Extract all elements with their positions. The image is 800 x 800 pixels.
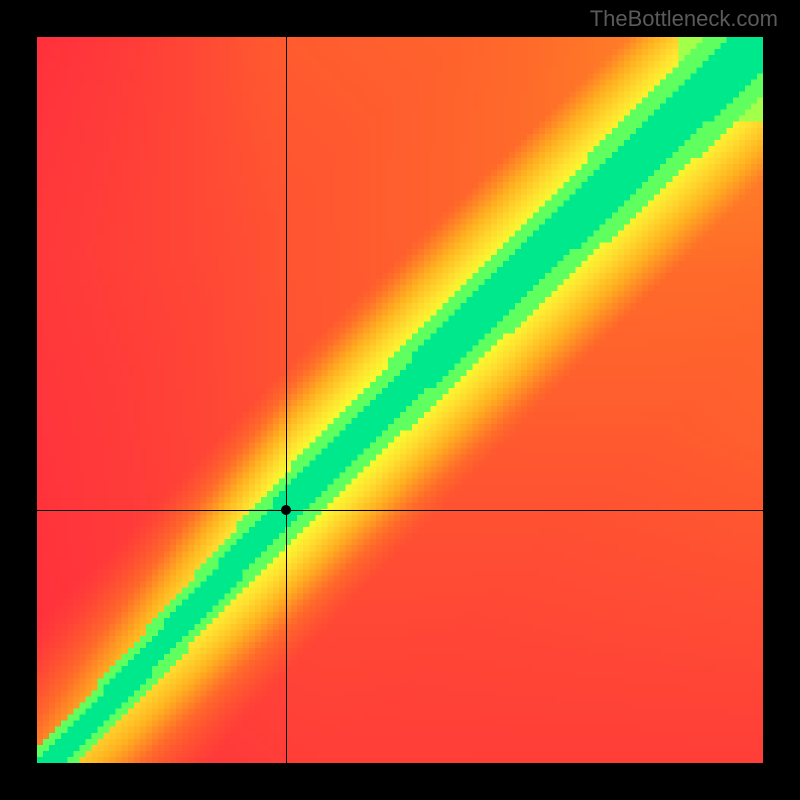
plot-area [37,37,763,763]
watermark-text: TheBottleneck.com [590,6,778,32]
heatmap-canvas [37,37,763,763]
data-point [281,505,291,515]
chart-container: TheBottleneck.com [0,0,800,800]
